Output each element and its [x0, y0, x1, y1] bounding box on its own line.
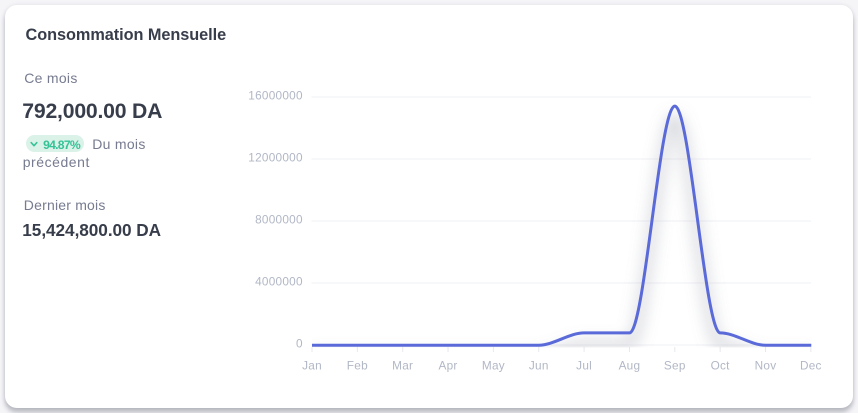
svg-text:Jun: Jun: [528, 359, 548, 373]
svg-text:4000000: 4000000: [255, 275, 303, 289]
svg-text:May: May: [481, 359, 504, 373]
svg-text:Mar: Mar: [392, 359, 413, 373]
svg-text:Jan: Jan: [302, 359, 322, 373]
svg-text:16000000: 16000000: [248, 89, 303, 103]
svg-text:Dec: Dec: [799, 359, 821, 373]
svg-text:Apr: Apr: [438, 359, 457, 373]
svg-text:Nov: Nov: [754, 359, 776, 373]
svg-text:Jul: Jul: [576, 359, 592, 373]
svg-text:Aug: Aug: [618, 359, 640, 373]
svg-text:0: 0: [295, 337, 302, 351]
svg-text:Feb: Feb: [346, 359, 367, 373]
svg-text:Oct: Oct: [710, 359, 730, 373]
svg-text:8000000: 8000000: [255, 213, 303, 227]
svg-text:12000000: 12000000: [248, 151, 303, 165]
svg-text:Sep: Sep: [663, 359, 685, 373]
